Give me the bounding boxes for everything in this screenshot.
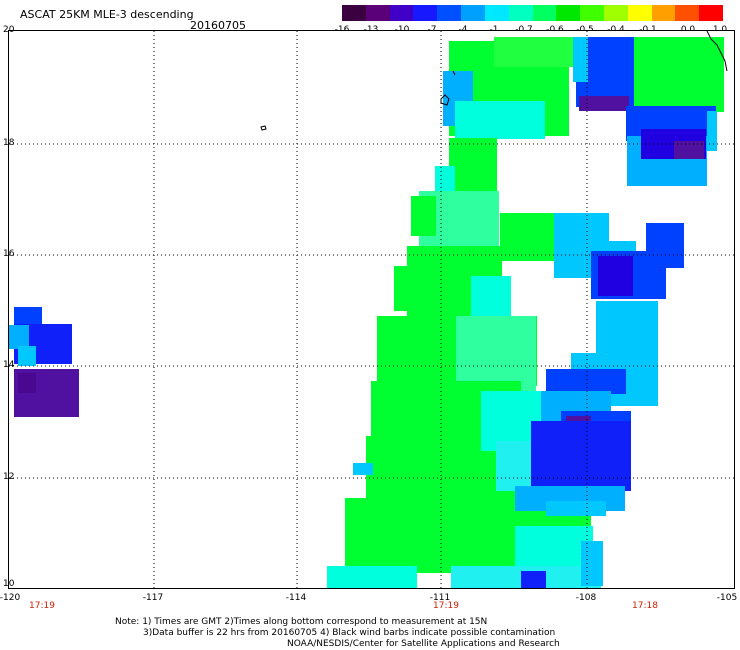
time-label: 17:19	[433, 601, 459, 611]
wind-cell	[327, 566, 417, 588]
lon-label: -117	[142, 593, 164, 603]
lat-label: 16	[3, 249, 15, 259]
wind-cell	[411, 196, 436, 236]
lon-label: -111	[429, 593, 451, 603]
wind-cell	[646, 223, 684, 268]
wind-cell	[515, 526, 593, 566]
wind-cell	[456, 316, 536, 391]
lat-label: 12	[3, 472, 15, 482]
lat-label: 10	[3, 579, 15, 589]
colorbar-swatch	[389, 5, 414, 21]
wind-cell	[598, 256, 633, 296]
colorbar-swatch	[532, 5, 557, 21]
wind-cell	[581, 541, 603, 586]
wind-cell	[353, 463, 373, 475]
wind-cell	[494, 37, 574, 67]
map-date: 20160705	[190, 19, 246, 32]
coastline	[706, 31, 728, 72]
lat-label: 20	[3, 25, 15, 35]
lon-label: -120	[0, 593, 21, 603]
lat-label: 18	[3, 138, 15, 148]
wind-cell	[18, 373, 36, 393]
colorbar-swatch	[365, 5, 390, 21]
note-line-3: NOAA/NESDIS/Center for Satellite Applica…	[287, 639, 560, 649]
colorbar-swatch	[484, 5, 509, 21]
wind-cell	[14, 307, 42, 325]
lon-label: -108	[575, 593, 597, 603]
lon-label: -114	[285, 593, 307, 603]
wind-cell	[531, 421, 631, 491]
wind-cell	[573, 37, 588, 82]
colorbar-swatch	[603, 5, 628, 21]
colorbar-swatch	[699, 5, 723, 21]
colorbar-swatch	[342, 5, 366, 21]
note-line-1: Note: 1) Times are GMT 2)Times along bot…	[115, 617, 488, 627]
wind-cell	[455, 101, 545, 139]
note-line-2: 3)Data buffer is 22 hrs from 20160705 4)…	[143, 628, 556, 638]
time-label: 17:19	[29, 601, 55, 611]
colorbar-swatch	[437, 5, 462, 21]
lon-label: -105	[716, 593, 738, 603]
wind-cell	[521, 571, 546, 588]
colorbar-swatch	[580, 5, 604, 21]
island-outline	[260, 125, 267, 131]
wind-cell	[674, 141, 704, 159]
wind-cell	[500, 213, 555, 261]
colorbar	[342, 5, 723, 21]
wind-cell	[18, 346, 36, 366]
wind-cell	[571, 353, 606, 373]
map-title: ASCAT 25KM MLE-3 descending	[20, 8, 194, 21]
wind-cell	[546, 501, 606, 516]
wind-cell	[9, 325, 29, 349]
colorbar-swatch	[461, 5, 485, 21]
wind-cell	[394, 266, 412, 311]
wind-cell	[707, 111, 717, 151]
colorbar-swatch	[651, 5, 676, 21]
wind-cell	[634, 37, 724, 112]
wind-cell	[579, 96, 629, 111]
wind-cell	[462, 256, 492, 276]
colorbar-swatch	[413, 5, 438, 21]
colorbar-swatch	[627, 5, 652, 21]
colorbar-swatch	[556, 5, 581, 21]
wind-swath-map	[9, 31, 734, 588]
island-outline	[440, 94, 450, 106]
lat-label: 14	[3, 360, 15, 370]
island-outline	[452, 70, 456, 76]
colorbar-swatch	[675, 5, 700, 21]
map-plot-area	[8, 30, 735, 589]
time-label: 17:18	[632, 601, 658, 611]
colorbar-swatch	[508, 5, 533, 21]
wind-cell	[546, 369, 626, 394]
